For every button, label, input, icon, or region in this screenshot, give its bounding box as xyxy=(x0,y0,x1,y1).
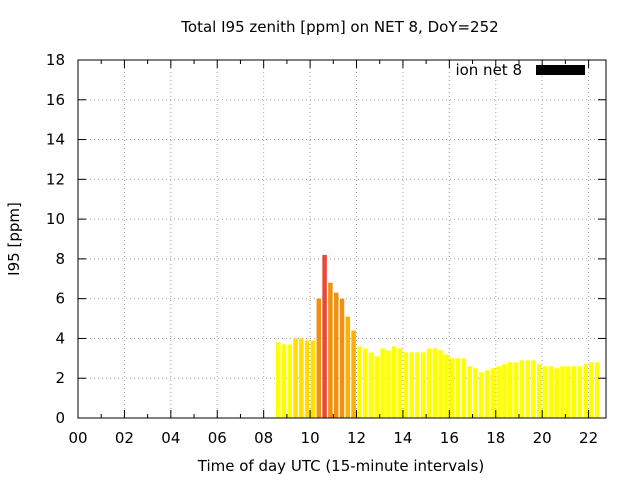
bar xyxy=(287,344,293,418)
bar xyxy=(444,354,449,418)
bar xyxy=(589,362,594,418)
bar xyxy=(595,362,600,418)
x-tick-label: 02 xyxy=(115,429,134,447)
bar xyxy=(397,348,403,418)
bar xyxy=(316,298,322,418)
bar xyxy=(438,350,443,418)
bar xyxy=(554,368,559,418)
x-tick-label: 14 xyxy=(393,429,412,447)
bar xyxy=(310,340,316,418)
bar xyxy=(275,342,281,418)
bar xyxy=(403,352,409,418)
y-tick-label: 16 xyxy=(46,91,65,109)
bar xyxy=(502,364,507,418)
bar xyxy=(357,346,362,418)
plot-frame xyxy=(77,59,607,419)
bar xyxy=(484,370,490,418)
bar xyxy=(548,366,554,418)
legend: ion net 8 xyxy=(455,61,585,79)
legend-swatch xyxy=(536,65,585,75)
x-tick-label: 00 xyxy=(68,429,87,447)
bar xyxy=(583,364,588,418)
bar xyxy=(577,366,583,418)
x-axis-label: Time of day UTC (15-minute intervals) xyxy=(197,457,484,475)
y-tick-label: 12 xyxy=(46,170,65,188)
bar xyxy=(508,362,513,418)
y-tick-label: 8 xyxy=(55,250,65,268)
bar xyxy=(542,366,548,418)
bars-group xyxy=(275,254,600,418)
bar xyxy=(281,344,287,418)
bar xyxy=(426,348,432,418)
y-tick-label: 18 xyxy=(46,51,65,69)
bar xyxy=(328,282,333,418)
bar xyxy=(560,366,565,418)
chart-title: Total I95 zenith [ppm] on NET 8, DoY=252 xyxy=(180,18,498,36)
bar xyxy=(368,352,374,418)
bar xyxy=(531,360,536,418)
x-tick-label: 12 xyxy=(347,429,366,447)
bar xyxy=(351,330,356,418)
bar xyxy=(432,348,438,418)
bar xyxy=(449,358,455,418)
bar xyxy=(374,356,380,418)
x-tick-label: 22 xyxy=(579,429,598,447)
legend-label: ion net 8 xyxy=(455,61,522,79)
bar xyxy=(362,348,368,418)
bar xyxy=(461,358,467,418)
bar xyxy=(293,338,298,418)
x-tick-label: 16 xyxy=(440,429,459,447)
x-tick-label: 08 xyxy=(254,429,273,447)
bar xyxy=(380,348,385,418)
y-tick-label: 0 xyxy=(55,409,65,427)
x-tick-label: 04 xyxy=(161,429,180,447)
bar xyxy=(513,362,519,418)
bar xyxy=(322,254,327,418)
bar xyxy=(345,316,351,418)
x-tick-label: 18 xyxy=(486,429,505,447)
x-tick-label: 06 xyxy=(208,429,227,447)
bar xyxy=(537,364,542,418)
bar xyxy=(391,346,397,418)
bar xyxy=(490,368,496,418)
bar xyxy=(415,352,420,418)
bar xyxy=(571,366,577,418)
bar xyxy=(409,352,414,418)
y-tick-label: 2 xyxy=(55,369,65,387)
bar xyxy=(519,360,525,418)
grid-lines xyxy=(78,60,606,418)
x-tick-label: 10 xyxy=(301,429,320,447)
y-tick-label: 14 xyxy=(46,131,65,149)
axis-ticks xyxy=(77,59,606,419)
y-tick-label: 6 xyxy=(55,290,65,308)
bar xyxy=(455,358,461,418)
x-tick-label: 20 xyxy=(533,429,552,447)
bar xyxy=(496,366,501,418)
bar xyxy=(304,340,310,418)
bar xyxy=(525,360,530,418)
y-tick-label: 10 xyxy=(46,210,65,228)
bar xyxy=(566,366,571,418)
bar xyxy=(467,366,472,418)
bar xyxy=(386,350,391,418)
bar xyxy=(420,352,426,418)
bar xyxy=(339,298,345,418)
y-axis-label: I95 [ppm] xyxy=(5,202,23,276)
y-tick-labels: 0 2 4 6 8 10 12 14 16 18 xyxy=(46,51,65,427)
y-tick-label: 4 xyxy=(55,329,65,347)
bar xyxy=(333,292,339,418)
bar xyxy=(478,372,484,418)
bar xyxy=(299,338,304,418)
bar xyxy=(473,368,478,418)
x-tick-labels: 00 02 04 06 08 10 12 14 16 18 20 22 xyxy=(68,429,598,447)
